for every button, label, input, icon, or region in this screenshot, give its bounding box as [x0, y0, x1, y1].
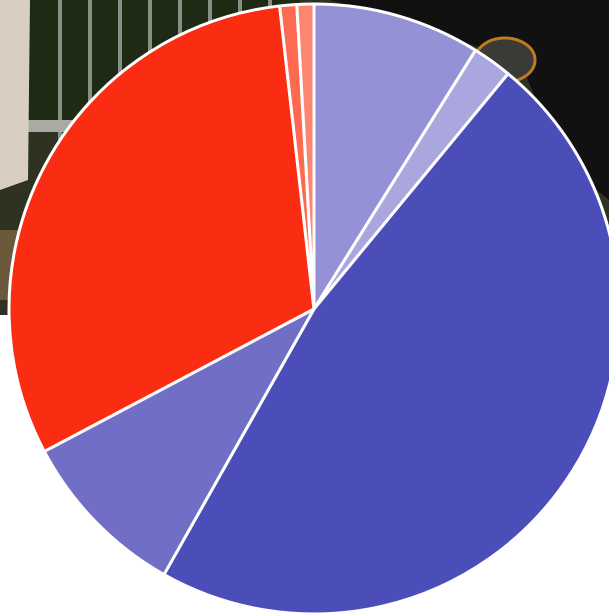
- pie-slice-5: [7, 4, 316, 453]
- pie-slice-1: [312, 2, 478, 311]
- pie-slice-4: [42, 307, 316, 577]
- pie-slice-7: [295, 2, 316, 311]
- pie-slices: [7, 2, 609, 615]
- pie-slice-3: [162, 72, 609, 615]
